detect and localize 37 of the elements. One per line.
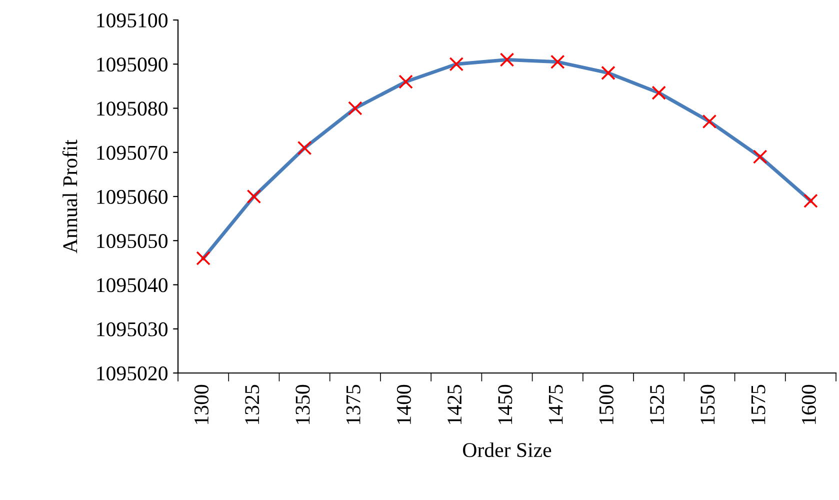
x-tick-label: 1500 xyxy=(599,384,614,424)
y-tick-label: 1095020 xyxy=(97,366,168,380)
x-tick-label: 1350 xyxy=(296,384,310,424)
x-tick-label: 1325 xyxy=(245,384,260,424)
y-tick-label: 1095050 xyxy=(97,234,168,248)
x-tick-label: 1600 xyxy=(802,384,816,424)
x-tick-label: 1375 xyxy=(346,384,360,424)
x-tick-label: 1425 xyxy=(448,384,462,424)
x-tick-label: 1550 xyxy=(700,384,715,424)
point xyxy=(449,56,464,72)
point xyxy=(398,74,413,89)
point xyxy=(500,52,514,67)
point xyxy=(246,189,262,204)
point xyxy=(702,114,717,129)
x-tick-label: 1400 xyxy=(396,384,411,424)
y-tick-label: 1095100 xyxy=(97,13,168,28)
y-tick-label: 1095090 xyxy=(97,58,168,72)
x-tick-label: 1575 xyxy=(751,384,766,424)
x-axis-title: Order Size xyxy=(463,442,552,458)
y-tick-label: 1095030 xyxy=(97,322,168,336)
point xyxy=(601,66,616,80)
x-tick-label: 1300 xyxy=(194,384,209,424)
point xyxy=(804,194,818,208)
y-tick-label: 1095080 xyxy=(97,102,168,116)
point xyxy=(752,150,768,164)
point xyxy=(550,54,565,70)
point xyxy=(196,251,210,266)
x-tick-label: 1475 xyxy=(548,384,563,424)
point xyxy=(348,101,362,116)
point xyxy=(297,140,312,156)
y-tick-label: 1095070 xyxy=(97,146,168,160)
x-tick-label: 1525 xyxy=(650,384,664,424)
point xyxy=(652,86,666,100)
y-axis-title: Annual Profit xyxy=(62,140,78,254)
y-tick-label: 1095040 xyxy=(97,278,168,292)
x-tick-label: 1450 xyxy=(498,384,512,424)
y-tick-label: 1095060 xyxy=(97,190,168,204)
